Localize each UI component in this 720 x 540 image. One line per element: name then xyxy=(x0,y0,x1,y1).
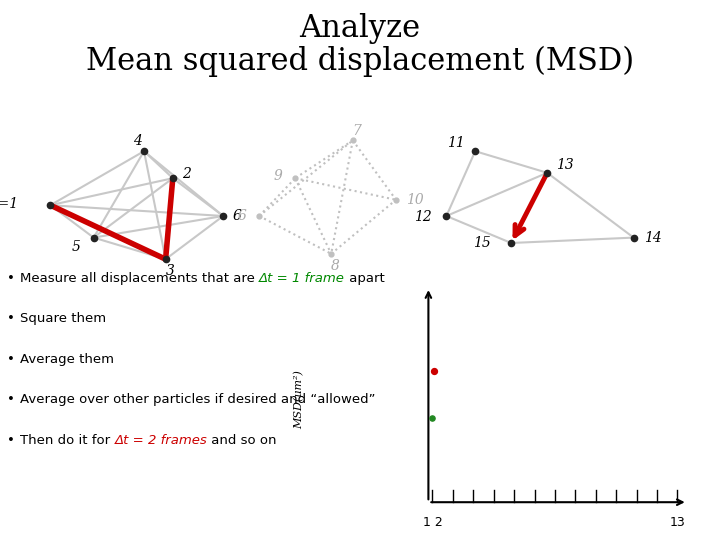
Text: 9: 9 xyxy=(274,168,282,183)
Text: 15: 15 xyxy=(473,236,491,250)
Text: apart: apart xyxy=(345,272,385,285)
Text: Then do it for: Then do it for xyxy=(20,434,114,447)
Text: 12: 12 xyxy=(414,210,432,224)
Text: Square them: Square them xyxy=(20,312,107,325)
Text: t=1: t=1 xyxy=(0,197,18,211)
Text: MSD(μm²): MSD(μm²) xyxy=(294,370,304,429)
Text: Analyze: Analyze xyxy=(300,14,420,44)
Text: Average them: Average them xyxy=(20,353,114,366)
Text: 6: 6 xyxy=(238,209,246,223)
Text: 7: 7 xyxy=(353,124,361,138)
Point xyxy=(428,367,439,376)
Text: 3: 3 xyxy=(166,264,174,278)
Text: Mean squared displacement (MSD): Mean squared displacement (MSD) xyxy=(86,46,634,77)
Text: •: • xyxy=(7,434,15,447)
Text: Average over other particles if desired and “allowed”: Average over other particles if desired … xyxy=(20,393,376,406)
Text: Measure all displacements that are: Measure all displacements that are xyxy=(20,272,259,285)
Text: •: • xyxy=(7,353,15,366)
Text: Δt = 2 frames: Δt = 2 frames xyxy=(114,434,207,447)
Text: 5: 5 xyxy=(72,240,81,254)
Text: 11: 11 xyxy=(447,136,465,150)
Point xyxy=(427,414,438,422)
Text: 2: 2 xyxy=(182,167,191,181)
Text: 8: 8 xyxy=(331,259,340,273)
Text: Δt = 1 frame: Δt = 1 frame xyxy=(259,272,345,285)
Text: 13: 13 xyxy=(556,158,574,172)
Text: 14: 14 xyxy=(644,231,662,245)
Text: •: • xyxy=(7,393,15,406)
Text: 4: 4 xyxy=(133,134,142,149)
Text: 10: 10 xyxy=(406,193,424,207)
Text: 1 2: 1 2 xyxy=(423,516,442,529)
Text: •: • xyxy=(7,312,15,325)
Text: •: • xyxy=(7,272,15,285)
Text: 6: 6 xyxy=(233,209,241,223)
Text: and so on: and so on xyxy=(207,434,276,447)
Text: 13: 13 xyxy=(670,516,685,529)
